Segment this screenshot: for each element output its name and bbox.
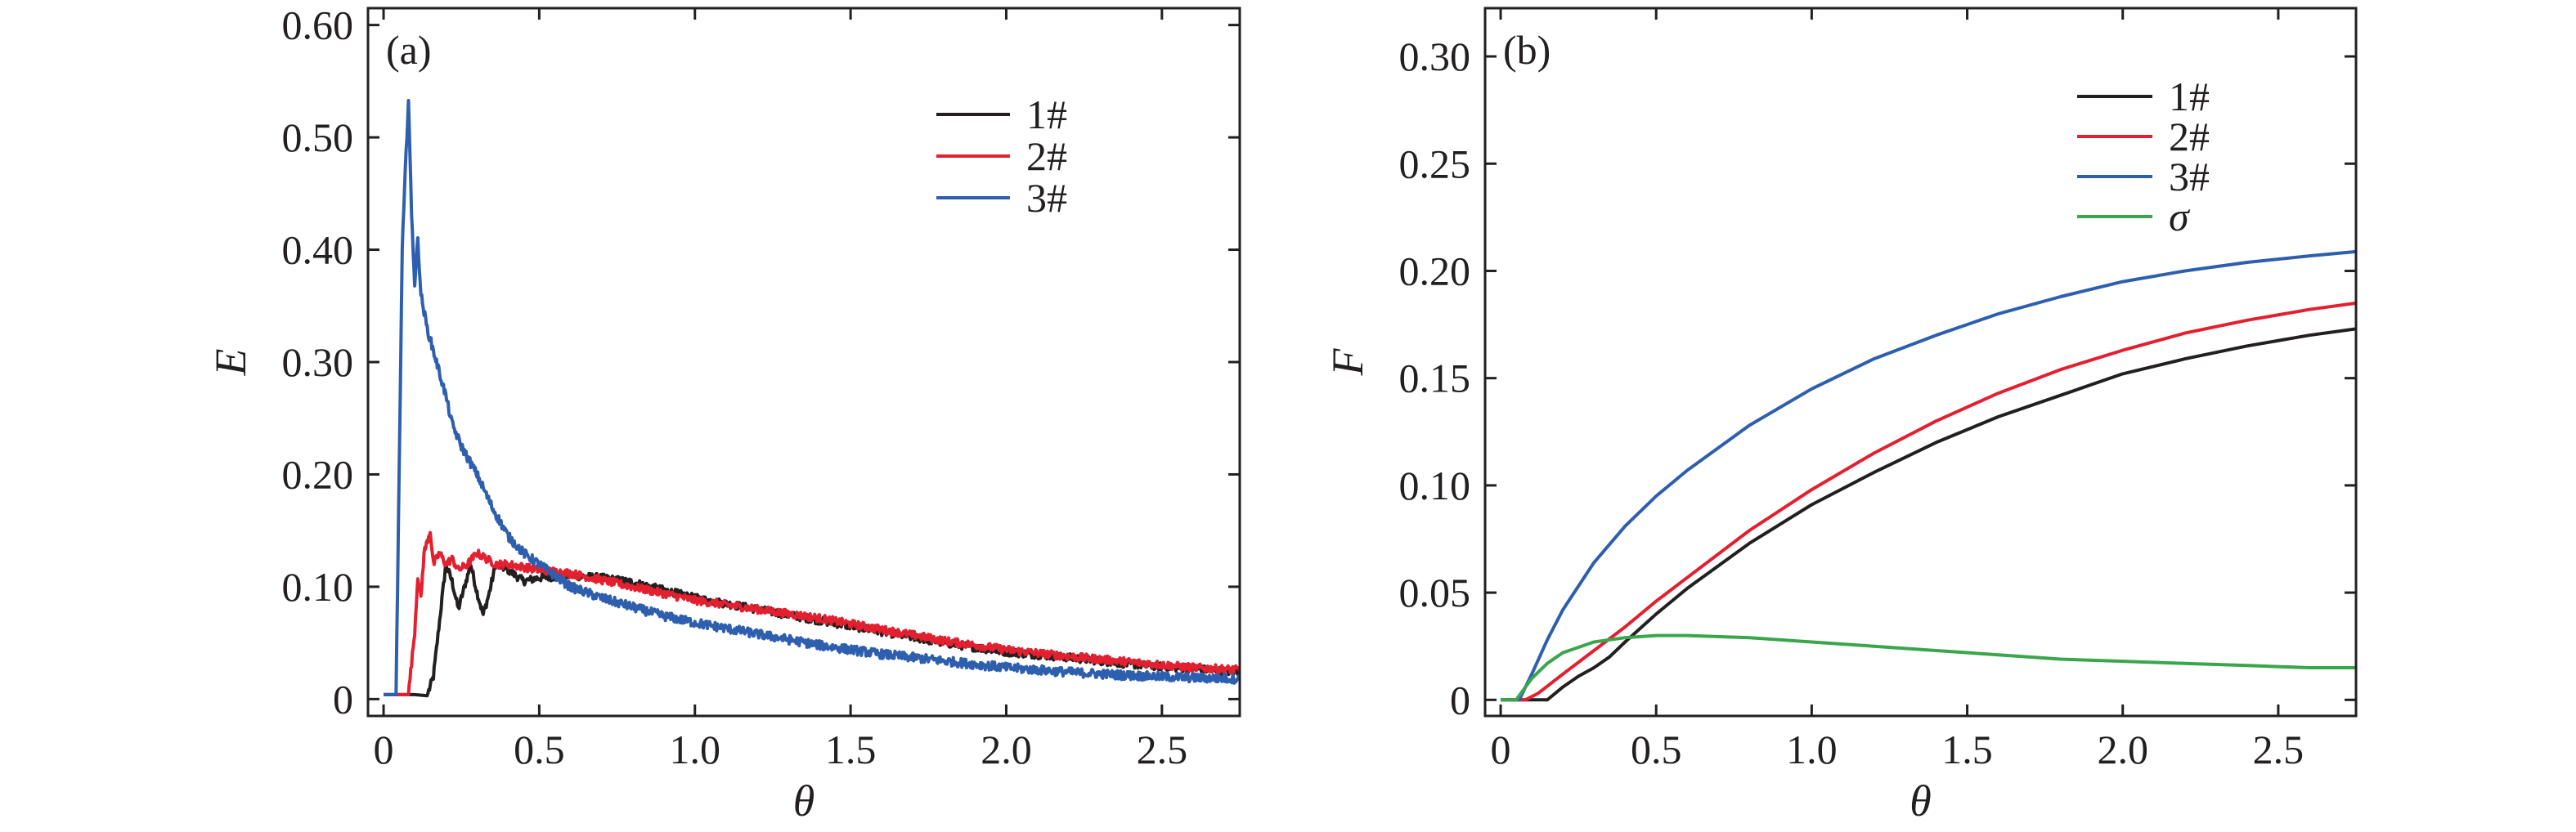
panel-b-x-tick-label: 1.0 — [1786, 727, 1838, 772]
panel-a-x-tick-label: 0.5 — [514, 727, 565, 772]
panel-a-x-tick-label: 2.0 — [981, 727, 1032, 772]
panel-b-legend-label-4: σ — [2169, 194, 2191, 239]
panel-b-x-tick-label: 2.5 — [2253, 727, 2304, 772]
panel-b-y-tick-label: 0.30 — [1399, 34, 1471, 79]
panel-a-x-tick-label: 0 — [374, 727, 394, 772]
panel-a-plot-frame — [366, 7, 1241, 718]
panel-a-panel-label: (a) — [386, 27, 432, 73]
panel-b-legend-label-1: 1# — [2169, 74, 2210, 119]
panel-a-y-tick-label: 0.60 — [282, 2, 354, 48]
panel-b-y-tick-label: 0.15 — [1399, 356, 1471, 401]
panel-b-series-group — [1501, 249, 2356, 702]
panel-a-y-tick-label: 0.40 — [282, 227, 354, 273]
panel-a-legend-label-1: 1# — [1026, 92, 1067, 137]
panel-b-y-tick-label: 0 — [1450, 677, 1470, 722]
panel-a-series-2-line — [383, 530, 1240, 696]
panel-b-chart: 0 0.5 1.0 1.5 2.0 2.5 0 0.05 0.10 0.15 0.20 0.25 0.3… — [1323, 7, 2358, 825]
panel-a-y-tick-label: 0.10 — [282, 564, 354, 610]
panel-a-x-tick-label: 2.5 — [1137, 727, 1188, 772]
panel-b-legend-label-2: 2# — [2169, 114, 2210, 159]
panel-b-y-tick-label: 0.05 — [1399, 570, 1471, 615]
panel-a-y-tick-label: 0 — [333, 676, 353, 722]
panel-b-series-3-line — [1501, 249, 2356, 702]
panel-a-y-tick-label: 0.50 — [282, 114, 354, 160]
panel-b-x-axis-title: θ — [1910, 776, 1932, 825]
panel-b-x-tick-label: 0 — [1491, 727, 1511, 772]
panel-a-legend-label-2: 2# — [1026, 133, 1067, 179]
panel-b-plot-frame — [1483, 7, 2358, 718]
panel-b-panel-label: (b) — [1503, 27, 1551, 73]
panel-b-x-tick-label: 1.5 — [1941, 727, 1993, 772]
panel-b-y-tick-label: 0.20 — [1399, 248, 1471, 293]
panel-a-series-3-line — [383, 99, 1240, 696]
panel-a-series-group — [383, 99, 1240, 698]
panel-a-x-tick-label: 1.0 — [670, 727, 721, 772]
panel-a-y-tick-label: 0.20 — [282, 451, 354, 497]
panel-b-legend-label-3: 3# — [2169, 154, 2210, 199]
panel-b-y-axis-title: F — [1323, 348, 1372, 377]
panel-a-y-axis-title: E — [206, 349, 255, 377]
panel-b-series-1-line — [1501, 327, 2356, 702]
panel-b-x-tick-label: 0.5 — [1631, 727, 1682, 772]
panel-b-y-tick-label: 0.10 — [1399, 463, 1471, 508]
panel-b-y-tick-label: 0.25 — [1399, 141, 1471, 186]
panel-a-x-axis-title: θ — [793, 776, 815, 825]
panel-a-chart: 0 0.5 1.0 1.5 2.0 2.5 0 0.10 0.20 0.30 0.40 0.50 0.6… — [206, 2, 1241, 825]
panel-b-legend: 1#2#3#σ — [2077, 74, 2210, 239]
panel-a-x-tick-label: 1.5 — [825, 727, 877, 772]
panel-a-legend: 1#2#3# — [936, 92, 1067, 221]
panel-b-series-4-line — [1501, 633, 2356, 702]
panel-a-legend-label-3: 3# — [1026, 175, 1067, 221]
panel-b-x-tick-label: 2.0 — [2097, 727, 2148, 772]
panel-a-y-tick-label: 0.30 — [282, 339, 354, 385]
panel-b-series-2-line — [1501, 301, 2356, 702]
